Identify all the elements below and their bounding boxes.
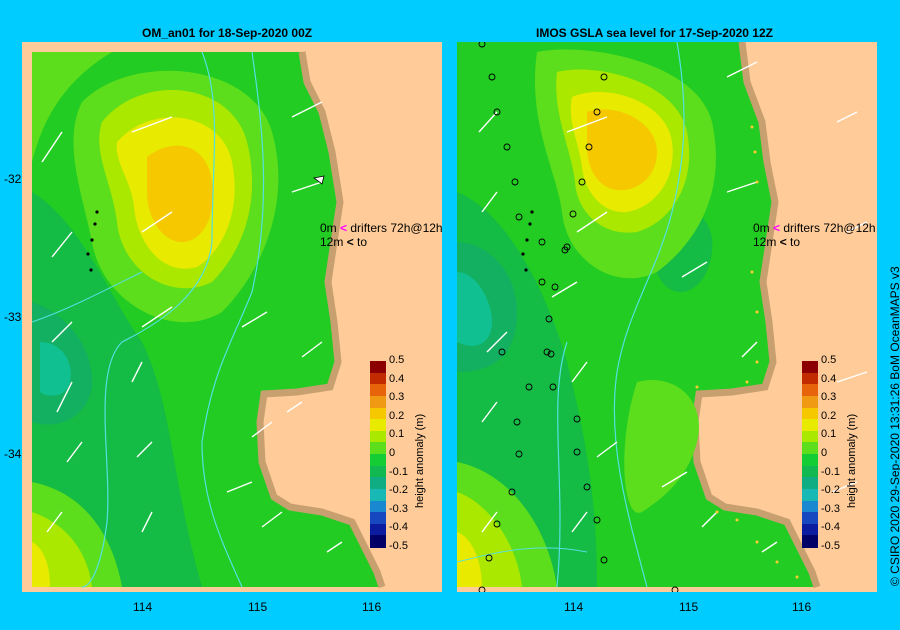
colorbar-segment [370,372,386,385]
panel-right-title: IMOS GSLA sea level for 17-Sep-2020 12Z [536,26,773,40]
colorbar-label: -0.4 [821,521,840,534]
colorbar-label: -0.5 [821,540,840,552]
colorbar-label: 0 [821,447,828,459]
xtick-right-115: 115 [679,600,699,614]
colorbar-label: -0.1 [821,465,840,478]
colorbar-segment [802,430,818,443]
colorbar-label: 0.3 [389,391,405,404]
legend-arrow-black: < [346,235,354,249]
colorbar-label: -0.5 [389,540,408,552]
colorbar-segment [802,488,818,502]
legend-to: to [790,235,801,249]
legend-left: 0m < drifters 72h@12h 12m < to [320,221,443,249]
colorbar-label: 0.3 [821,391,837,404]
colorbar-left [370,361,386,548]
colorbar-label: 0.4 [389,372,405,385]
colorbar-label: -0.4 [389,521,408,534]
colorbar-segment [802,442,818,455]
panel-left-title: OM_an01 for 18-Sep-2020 00Z [142,26,313,40]
colorbar-segment [370,477,386,490]
xtick-right-114: 114 [564,600,584,614]
colorbar-segment [370,384,386,397]
colorbar-label: 0 [389,447,396,459]
colorbar-segment [802,535,818,548]
colorbar-segment [802,523,818,536]
colorbar-segment [370,488,386,502]
colorbar-segment [802,361,818,374]
colorbar-segment [370,361,386,374]
colorbar-segment [370,512,386,525]
colorbar-segment [802,384,818,397]
colorbar-segment [370,442,386,455]
colorbar-segment [802,419,818,432]
colorbar-segment [802,372,818,385]
colorbar-segment [370,430,386,443]
colorbar-segment [370,395,386,409]
colorbar-right-title: height anomaly (m) [846,413,858,508]
colorbar-label: -0.3 [389,502,408,515]
legend-arrow-magenta: < [773,221,781,235]
map-left-graphic [31,51,386,589]
xtick-left-115: 115 [248,600,268,614]
legend-arrow-black: < [779,235,787,249]
ytick--34: -34 [4,447,22,461]
map-right-graphic [457,42,868,592]
legend-to: to [357,235,368,249]
colorbar-label: -0.1 [389,465,408,478]
map-left[interactable] [22,42,442,592]
colorbar-segment [370,465,386,478]
colorbar-label: 0.5 [821,354,837,366]
colorbar-label: 0.4 [821,372,837,385]
colorbar-label: -0.2 [821,484,840,497]
colorbar-segment [802,512,818,525]
colorbar-segment [802,407,818,420]
colorbar-segment [802,465,818,478]
colorbar-label: 0.5 [389,354,405,366]
colorbar-label: -0.3 [821,502,840,515]
colorbar-label: 0.1 [389,428,405,441]
colorbar-segment [370,454,386,467]
credit-text: © CSIRO 2020 29-Sep-2020 13:31:26 BoM Oc… [888,266,900,586]
legend-depth12: 12m [320,235,344,249]
xtick-left-116: 116 [362,600,382,614]
colorbar-left-title: height anomaly (m) [414,413,426,508]
colorbar-label: 0.2 [389,409,405,422]
colorbar-segment [370,523,386,536]
colorbar-label: -0.2 [389,484,408,497]
colorbar-segment [370,535,386,548]
ytick--32: -32 [4,172,22,186]
legend-right: 0m < drifters 72h@12h 12m < to [753,221,876,249]
colorbar-segment [802,454,818,467]
colorbar-segment [370,419,386,432]
legend-arrow-magenta: < [340,221,348,235]
colorbar-segment [802,395,818,409]
colorbar-label: 0.1 [821,428,837,441]
legend-depth0: 0m [320,221,337,235]
xtick-left-114: 114 [133,600,153,614]
legend-depth12: 12m [753,235,777,249]
xtick-right-116: 116 [792,600,812,614]
colorbar-label: 0.2 [821,409,837,422]
colorbar-segment [370,500,386,513]
colorbar-segment [802,477,818,490]
colorbar-segment [370,407,386,420]
colorbar-right [802,361,818,548]
legend-depth0: 0m [753,221,770,235]
legend-drifters: drifters 72h@12h [350,221,443,235]
legend-drifters: drifters 72h@12h [783,221,876,235]
colorbar-segment [802,500,818,513]
ytick--33: -33 [4,310,22,324]
